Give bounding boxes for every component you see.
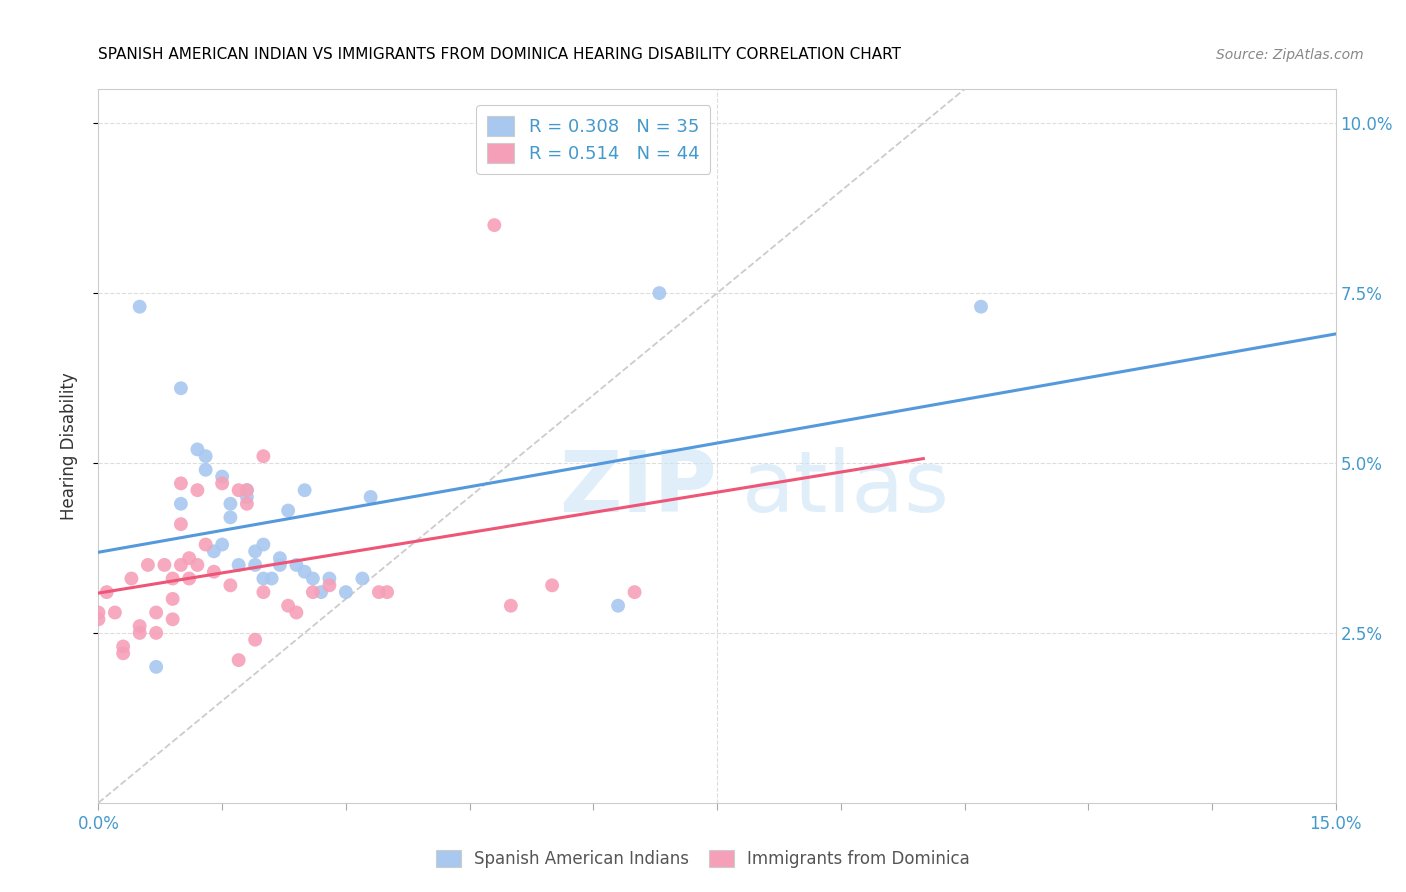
Point [236,483,259,498]
Point [120,572,142,586]
Point [228,483,250,498]
Point [623,585,645,599]
Point [170,476,193,491]
Point [484,218,506,232]
Point [228,653,250,667]
Point [211,476,233,491]
Point [252,572,274,586]
Point [104,606,127,620]
Point [243,544,266,558]
Point [211,469,233,483]
Point [269,558,291,572]
Point [112,640,135,654]
Point [243,558,266,572]
Point [153,558,176,572]
Point [260,572,283,586]
Point [499,599,522,613]
Point [236,490,259,504]
Point [648,286,671,301]
Point [252,585,274,599]
Point [87,606,110,620]
Point [219,578,242,592]
Point [202,544,225,558]
Point [162,612,184,626]
Point [236,483,259,498]
Point [318,578,340,592]
Point [541,578,564,592]
Legend: Spanish American Indians, Immigrants from Dominica: Spanish American Indians, Immigrants fro… [429,843,977,875]
Text: ZIP: ZIP [560,447,717,531]
Point [96,585,118,599]
Point [112,646,135,660]
Point [367,585,389,599]
Point [252,449,274,463]
Point [360,490,382,504]
Point [145,660,167,674]
Point [252,537,274,551]
Point [277,599,299,613]
Point [186,558,208,572]
Point [170,517,193,532]
Point [87,612,110,626]
Point [202,565,225,579]
Point [269,551,291,566]
Point [170,558,193,572]
Point [211,537,233,551]
Point [302,585,325,599]
Point [179,551,201,566]
Point [194,449,217,463]
Point [136,558,159,572]
Point [970,300,993,314]
Point [128,619,150,633]
Point [145,606,167,620]
Point [186,483,208,498]
Point [228,558,250,572]
Point [179,572,201,586]
Point [219,510,242,524]
Point [285,558,308,572]
Point [294,565,316,579]
Point [170,381,193,395]
Point [375,585,398,599]
Point [194,537,217,551]
Text: atlas: atlas [742,447,950,531]
Point [162,591,184,606]
Point [277,503,299,517]
Point [128,300,150,314]
Point [128,626,150,640]
Point [243,632,266,647]
Point [607,599,630,613]
Y-axis label: Hearing Disability: Hearing Disability [59,372,77,520]
Point [186,442,208,457]
Point [170,497,193,511]
Point [162,572,184,586]
Text: Source: ZipAtlas.com: Source: ZipAtlas.com [1216,48,1364,62]
Point [352,572,374,586]
Point [145,626,167,640]
Point [236,497,259,511]
Text: SPANISH AMERICAN INDIAN VS IMMIGRANTS FROM DOMINICA HEARING DISABILITY CORRELATI: SPANISH AMERICAN INDIAN VS IMMIGRANTS FR… [98,47,901,62]
Point [302,572,325,586]
Point [318,572,340,586]
Legend: R = 0.308   N = 35, R = 0.514   N = 44: R = 0.308 N = 35, R = 0.514 N = 44 [477,105,710,174]
Point [294,483,316,498]
Point [285,606,308,620]
Point [219,497,242,511]
Point [194,463,217,477]
Point [335,585,357,599]
Point [309,585,332,599]
